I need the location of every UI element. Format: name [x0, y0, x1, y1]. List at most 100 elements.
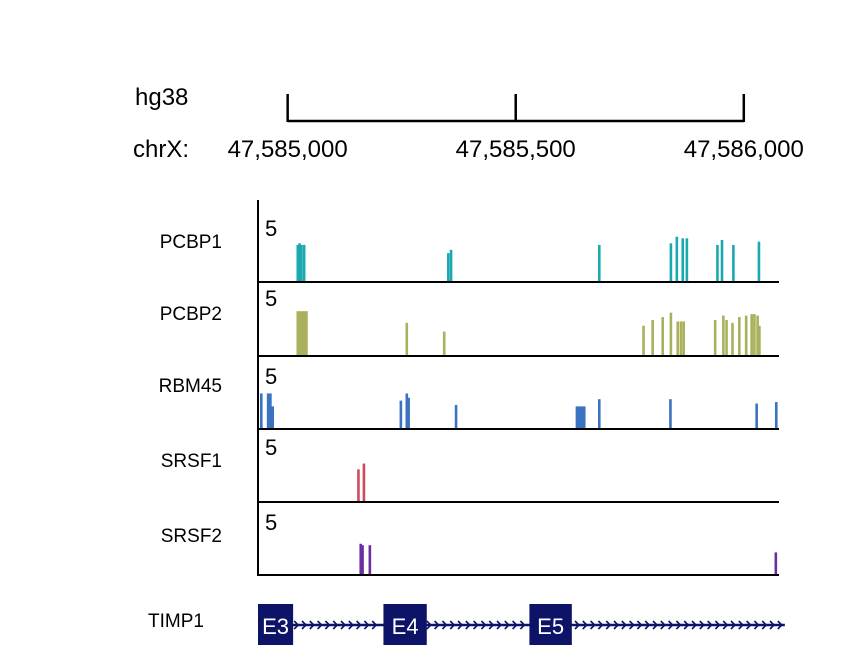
strand-arrow-icon: [348, 620, 354, 630]
strand-arrow-icon: [761, 620, 768, 630]
signal-bar: [597, 244, 601, 281]
track-scale-label: 5: [265, 216, 277, 241]
track-scale-label: 5: [265, 364, 277, 389]
strand-arrow-icon: [480, 620, 487, 630]
strand-arrow-icon: [317, 620, 323, 630]
coordinate-ruler: 47,585,000 47,585,500 47,586,000: [228, 94, 804, 163]
signal-bar: [577, 406, 581, 428]
signal-bar: [682, 321, 685, 355]
strand-arrow-icon: [714, 620, 721, 630]
strand-arrow-icon: [621, 620, 627, 630]
signal-bar: [681, 238, 685, 281]
strand-arrow-icon: [636, 620, 643, 630]
strand-arrow-icon: [574, 620, 581, 630]
strand-arrow-icon: [426, 620, 432, 630]
strand-arrow-icon: [675, 620, 682, 630]
signal-bar: [298, 311, 302, 355]
strand-arrow-icon: [496, 620, 503, 630]
strand-arrow-icon: [629, 620, 635, 630]
signal-bar: [357, 469, 360, 501]
signal-bar: [756, 315, 759, 355]
signal-bar: [669, 312, 673, 355]
signal-bar: [305, 311, 308, 355]
signal-bar: [405, 393, 409, 428]
signal-bar: [758, 325, 761, 355]
strand-arrow-icon: [332, 620, 339, 630]
strand-arrow-icon: [644, 620, 651, 630]
strand-arrow-icon: [652, 620, 659, 630]
signal-bar: [298, 243, 301, 281]
gene-name-label: TIMP1: [148, 611, 204, 632]
strand-arrow-icon: [441, 620, 448, 630]
strand-arrow-icon: [340, 620, 347, 630]
strand-arrow-icon: [753, 620, 760, 630]
ruler-tick-label: 47,585,500: [456, 136, 576, 163]
strand-arrow-icon: [473, 620, 479, 630]
track-rbm45: RBM45 5: [159, 357, 779, 430]
signal-bar: [685, 238, 689, 281]
signal-bar: [732, 244, 735, 281]
strand-arrow-icon: [504, 620, 510, 630]
strand-arrow-icon: [363, 620, 370, 630]
signal-bar: [582, 406, 586, 428]
strand-arrow-icon: [371, 620, 378, 630]
signal-bar: [774, 552, 778, 574]
signal-bar: [269, 393, 272, 428]
strand-arrow-icon: [324, 620, 331, 630]
signal-bar: [679, 321, 683, 355]
strand-arrow-icon: [465, 620, 471, 630]
signal-bar: [442, 331, 446, 355]
signal-bar: [676, 321, 680, 355]
signal-bar: [454, 404, 458, 428]
strand-arrow-icon: [683, 620, 690, 630]
strand-arrow-icon: [605, 620, 612, 630]
strand-arrow-icon: [449, 620, 456, 630]
chromosome-label: chrX:: [133, 136, 189, 163]
signal-bar: [757, 241, 761, 281]
exon-block: [383, 604, 427, 645]
track-scale-label: 5: [265, 510, 277, 535]
signal-bar: [725, 319, 728, 355]
signal-bar: [722, 315, 725, 355]
signal-bar: [581, 406, 584, 428]
track-srsf2: SRSF2 5: [161, 503, 779, 576]
signal-bar: [296, 244, 300, 281]
signal-bar: [449, 249, 453, 281]
strand-arrow-icon: [668, 620, 674, 630]
signal-bar: [300, 244, 303, 281]
signal-bar: [716, 244, 719, 281]
signal-bar: [753, 314, 756, 355]
track-pcbp1: PCBP1 5: [160, 200, 779, 283]
strand-arrow-icon: [301, 620, 308, 630]
strand-arrow-icon: [457, 620, 464, 630]
signal-bar: [651, 319, 654, 355]
signal-bar: [738, 317, 741, 355]
strand-arrow-icon: [660, 620, 666, 630]
signal-bar: [597, 399, 601, 428]
signal-bar: [362, 463, 366, 501]
signal-bar: [302, 311, 306, 355]
signal-bar: [744, 315, 748, 355]
strand-arrow-icon: [309, 620, 315, 630]
exon-block: [529, 604, 572, 645]
signal-bar: [720, 240, 724, 281]
signal-bar: [661, 317, 664, 355]
track-pcbp2: PCBP2 5: [160, 283, 779, 357]
strand-arrow-icon: [722, 620, 729, 630]
signal-bar: [301, 311, 304, 355]
track-name-label: SRSF2: [161, 526, 222, 547]
signal-bar: [731, 322, 734, 355]
track-scale-label: 5: [265, 286, 277, 311]
assembly-label: hg38: [135, 84, 188, 111]
exon-label: E3: [262, 614, 289, 639]
strand-arrow-icon: [293, 620, 300, 630]
signal-bar: [669, 243, 673, 281]
signal-bar: [399, 400, 403, 428]
signal-bar: [302, 244, 306, 281]
signal-bar: [774, 402, 778, 428]
signal-bar: [266, 393, 270, 428]
strand-arrow-icon: [707, 620, 713, 630]
strand-arrow-icon: [597, 620, 604, 630]
signal-bar: [359, 543, 363, 574]
